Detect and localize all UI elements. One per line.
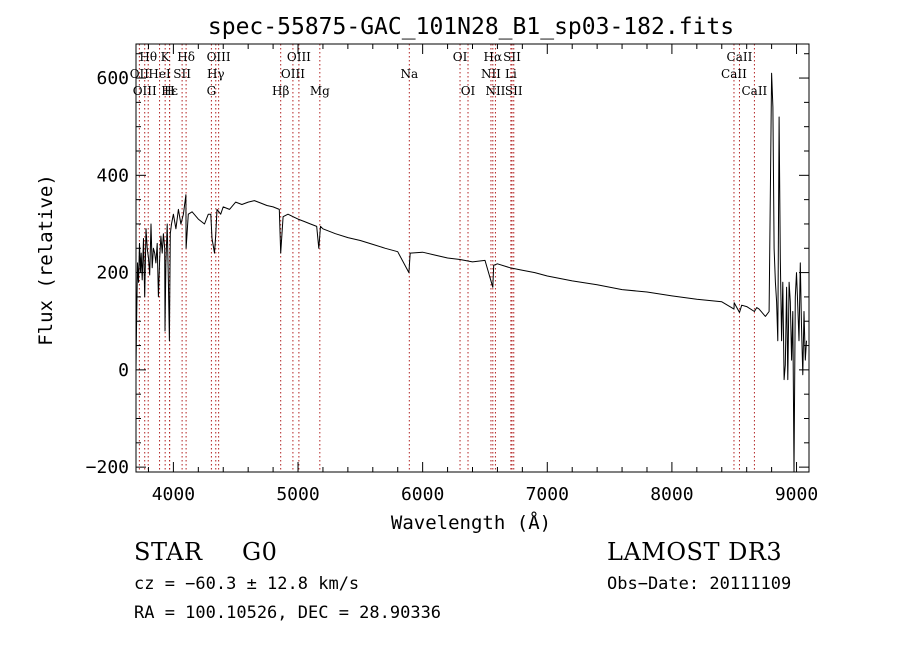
spectral-line-label: OIII (281, 67, 305, 81)
spectral-line-label: Hθ (139, 50, 157, 64)
y-tick-label: 0 (118, 360, 129, 381)
x-tick-label: 6000 (401, 484, 444, 505)
y-tick-label: 600 (96, 68, 129, 89)
obs-date-readout: Obs−Date: 20111109 (607, 574, 792, 594)
spectral-line-label: HeI (148, 67, 171, 81)
spectral-line-label: NII (485, 84, 505, 98)
spectral-line-label: CaII (727, 50, 753, 64)
x-tick-label: 9000 (775, 484, 818, 505)
spectral-line-label: CaII (741, 84, 767, 98)
spectral-line-label: OIII (287, 50, 311, 64)
spectral-line-markers (138, 44, 755, 472)
spectral-line-label: CaII (721, 67, 747, 81)
coordinates-readout: RA = 100.10526, DEC = 28.90336 (134, 603, 442, 623)
axis-ticks: 4000 5000 6000 7000 8000 9000 −200 0 200 400 600 (86, 44, 818, 505)
spectral-line-label: OII (130, 67, 150, 81)
y-tick-label: 200 (96, 263, 129, 284)
y-axis-label: Flux (relative) (35, 174, 57, 346)
spectral-line-label: H (164, 84, 174, 98)
spectral-line-label: Hβ (272, 84, 289, 98)
spectral-line-label: OI (461, 84, 476, 98)
spectral-line-label: Hγ (207, 67, 225, 81)
y-tick-label: −200 (86, 457, 129, 478)
flux-series-line (135, 72, 807, 473)
spectral-line-label: Mg (310, 84, 330, 98)
x-tick-label: 8000 (650, 484, 693, 505)
x-tick-label: 5000 (276, 484, 319, 505)
spectral-line-label: OIII (207, 50, 231, 64)
spectral-line-label: SII (503, 50, 521, 64)
spectral-line-label: Hε (161, 84, 178, 98)
spectral-line-label: SII (505, 84, 523, 98)
y-tick-label: 400 (96, 165, 129, 186)
spectral-line-label: Li (505, 67, 517, 81)
object-subclass: G0 (242, 538, 278, 566)
spectral-line-label: G (207, 84, 217, 98)
x-tick-label: 7000 (526, 484, 569, 505)
spectral-line-label: OI (453, 50, 468, 64)
spectral-line-label: K (161, 50, 171, 64)
x-axis-label: Wavelength (Å) (391, 511, 551, 534)
spectral-line-label: Hδ (177, 50, 195, 64)
chart-title: spec-55875-GAC_101N28_B1_sp03-182.fits (208, 14, 734, 40)
object-class: STAR (134, 538, 203, 566)
spectral-line-labels: Hθ OII OIII K HeI Hε SII H Hδ OIII Hγ G Hβ OIII OIII Mg… (130, 50, 768, 98)
spectral-line-label: Na (400, 67, 418, 81)
spectral-line-label: OIII (133, 84, 157, 98)
spectral-line-label: NII (481, 67, 501, 81)
redshift-readout: cz = −60.3 ± 12.8 km/s (134, 574, 360, 594)
spectral-line-label: SII (173, 67, 191, 81)
plot-frame (135, 43, 810, 473)
x-tick-label: 4000 (152, 484, 195, 505)
spectral-line-label: Hα (484, 50, 503, 64)
survey-name: LAMOST DR3 (607, 538, 783, 566)
